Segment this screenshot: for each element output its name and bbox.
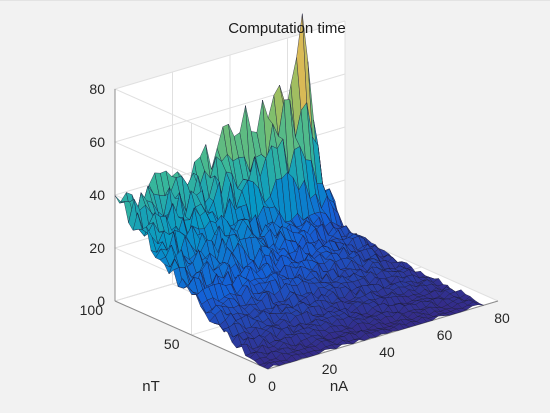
y-axis-label: nT: [142, 378, 160, 395]
chart-title: Computation time: [228, 20, 346, 37]
z-tick-label: 40: [89, 187, 105, 203]
y-tick-label: 0: [248, 370, 256, 386]
z-tick-label: 20: [89, 240, 105, 256]
x-tick-label: 40: [379, 344, 395, 360]
x-axis-label: nA: [330, 378, 348, 395]
x-tick-label: 0: [268, 378, 276, 394]
x-tick-label: 80: [494, 310, 510, 326]
surface-patch: [473, 301, 484, 306]
y-axis-line: [114, 300, 269, 370]
z-tick-label: 80: [89, 81, 105, 97]
y-tick-label: 50: [164, 336, 180, 352]
z-tick-label: 0: [97, 293, 105, 309]
surface-mesh: [114, 13, 484, 370]
x-tick-label: 60: [437, 327, 453, 343]
z-tick-label: 60: [89, 134, 105, 150]
tick-labels: 0 20 40 60 80 0 20 40 60 80 0 50 100: [80, 81, 510, 394]
y-tick-label: 100: [80, 302, 104, 318]
x-tick-label: 20: [322, 361, 338, 377]
